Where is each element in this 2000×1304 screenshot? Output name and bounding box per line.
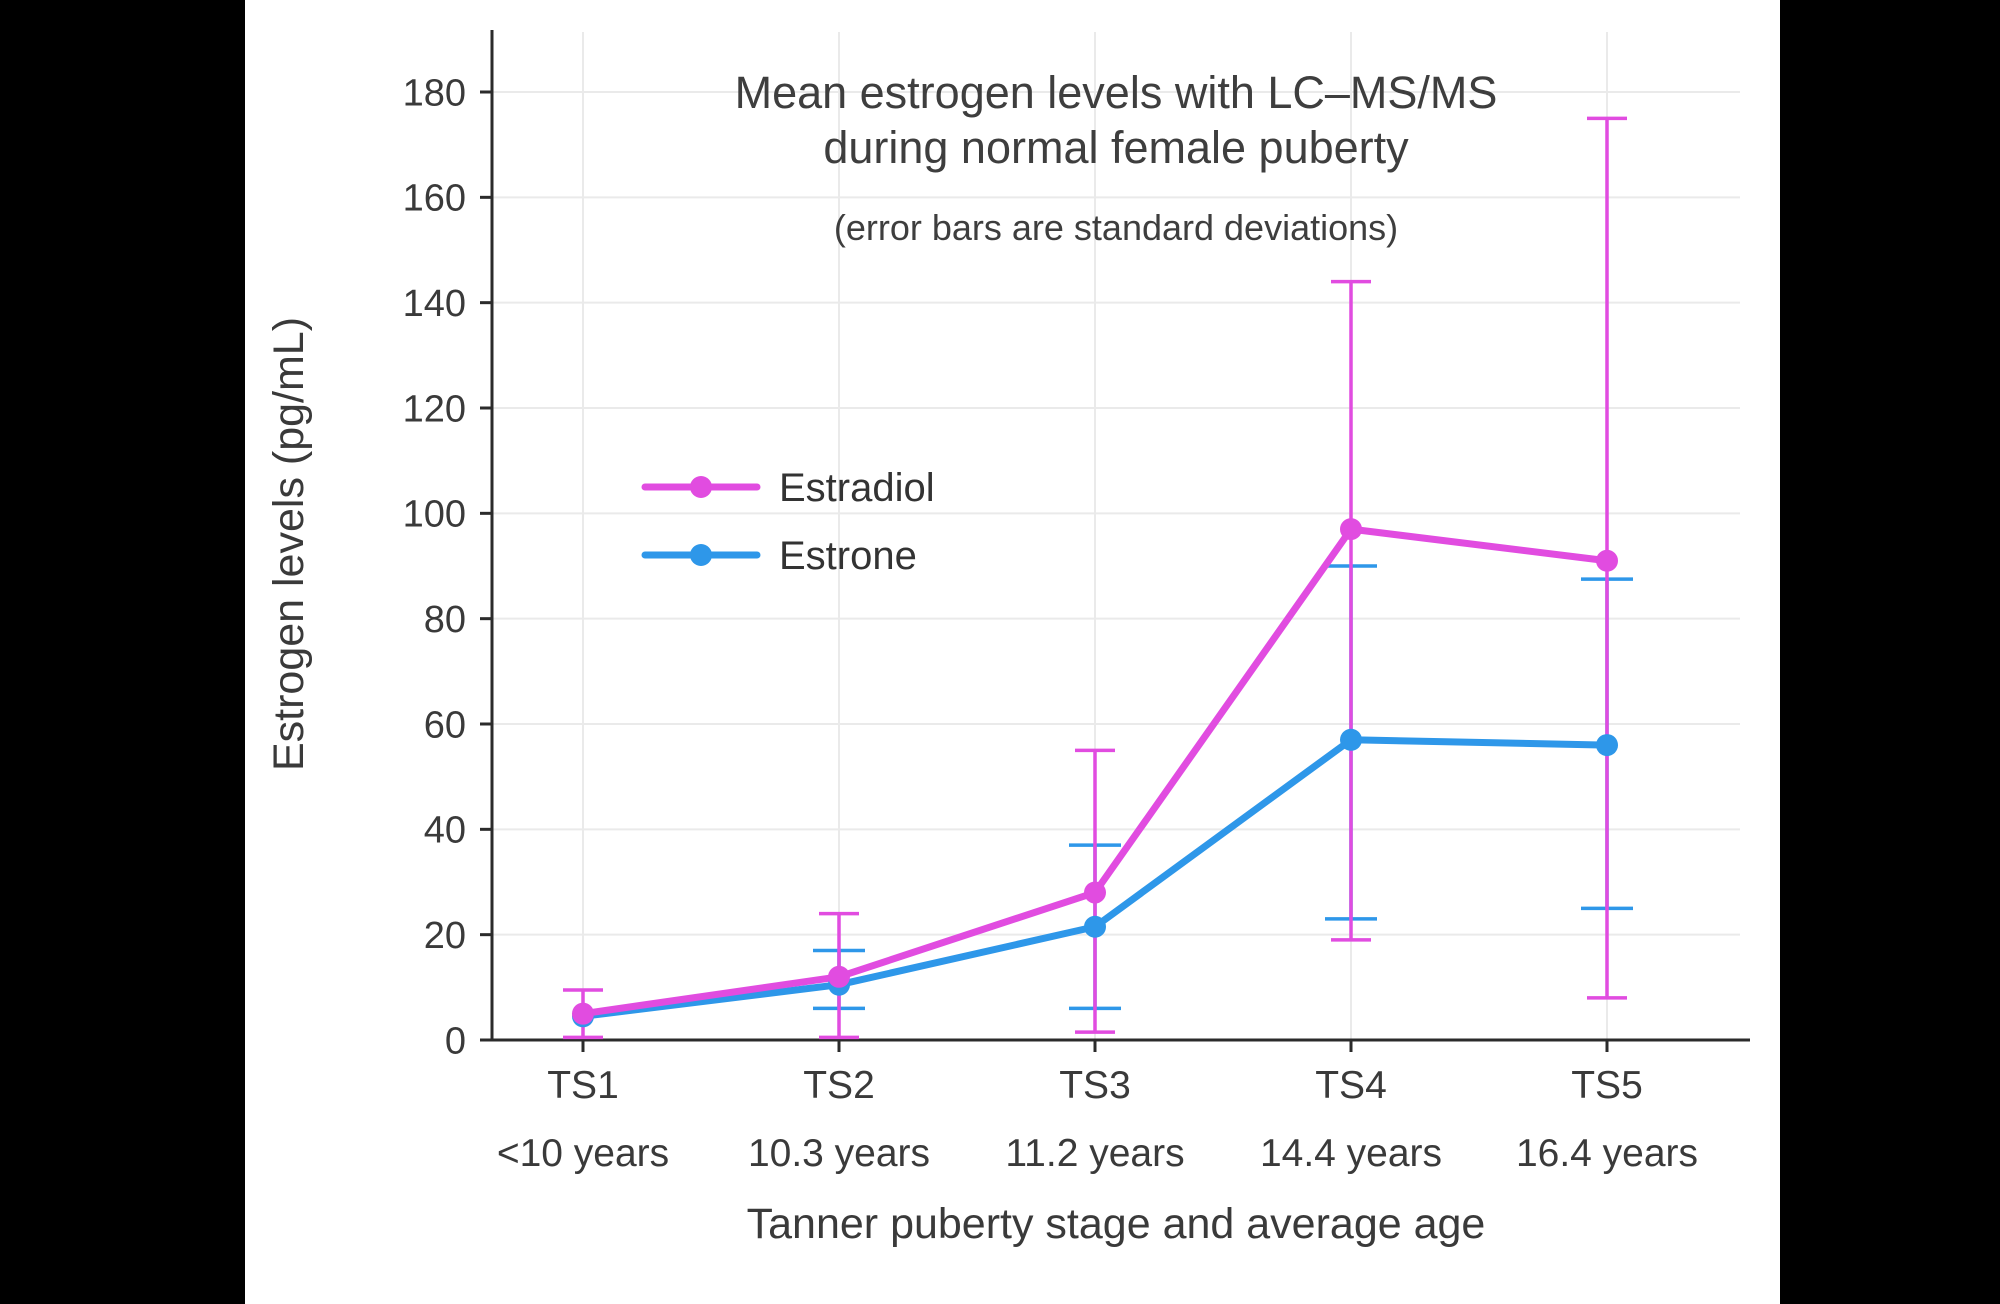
estradiol-markers	[572, 518, 1618, 1025]
data-point	[572, 1002, 594, 1025]
legend-label: Estradiol	[779, 466, 935, 510]
y-tick-label: 120	[403, 388, 466, 430]
legend: Estradiol Estrone	[641, 466, 935, 578]
y-axis-label: Estrogen levels (pg/mL)	[265, 317, 313, 771]
data-point	[1084, 915, 1106, 938]
chart-title-line-2: during normal female puberty	[823, 122, 1409, 173]
legend-swatch-marker	[690, 476, 712, 498]
y-tick-label: 40	[424, 810, 466, 852]
y-tick-label: 160	[403, 178, 466, 220]
x-tick-sublabel: 10.3 years	[748, 1132, 930, 1175]
y-tick-label: 80	[424, 599, 466, 641]
chart-plot-layer: 0 20 40 60 80 100 120 140 160 180 TS1 <10 years TS2 1…	[403, 30, 1750, 1175]
x-tick-label: TS2	[803, 1064, 875, 1107]
chart-text-layer: Mean estrogen levels with LC–MS/MS durin…	[265, 67, 1497, 1248]
x-tick-sublabel: 14.4 years	[1260, 1132, 1442, 1175]
chart-panel: 0 20 40 60 80 100 120 140 160 180 TS1 <10 years TS2 1…	[245, 0, 1780, 1304]
x-tick-sublabel: 11.2 years	[1005, 1132, 1184, 1175]
data-point	[1084, 881, 1106, 904]
right-black-bar	[1780, 0, 2000, 1304]
x-tick-sublabel: 16.4 years	[1516, 1132, 1698, 1175]
chart-subtitle: (error bars are standard deviations)	[834, 207, 1398, 248]
y-tick-label: 140	[403, 283, 466, 325]
y-tick-label: 60	[424, 704, 466, 746]
chart-title-line-1: Mean estrogen levels with LC–MS/MS	[735, 67, 1498, 118]
data-point	[1596, 734, 1618, 757]
x-tick-label: TS4	[1315, 1064, 1387, 1107]
x-axis-label: Tanner puberty stage and average age	[747, 1200, 1486, 1248]
x-tick-sublabel: <10 years	[497, 1132, 669, 1175]
estrogen-line-chart: 0 20 40 60 80 100 120 140 160 180 TS1 <10 years TS2 1…	[265, 30, 1750, 1248]
y-tick-label: 0	[445, 1020, 466, 1062]
y-tick-label: 180	[403, 72, 466, 114]
data-point	[1340, 728, 1362, 751]
legend-swatch-marker	[690, 544, 712, 566]
y-tick-label: 20	[424, 915, 466, 957]
x-tick-label: TS5	[1571, 1064, 1643, 1107]
x-tick-label: TS3	[1059, 1064, 1131, 1107]
legend-label: Estrone	[779, 534, 917, 578]
data-point	[828, 965, 850, 988]
data-point	[1340, 518, 1362, 541]
y-tick-label: 100	[403, 494, 466, 536]
x-tick-label: TS1	[547, 1064, 619, 1107]
left-black-bar	[0, 0, 245, 1304]
data-point	[1596, 549, 1618, 572]
gridlines	[492, 32, 1740, 1040]
